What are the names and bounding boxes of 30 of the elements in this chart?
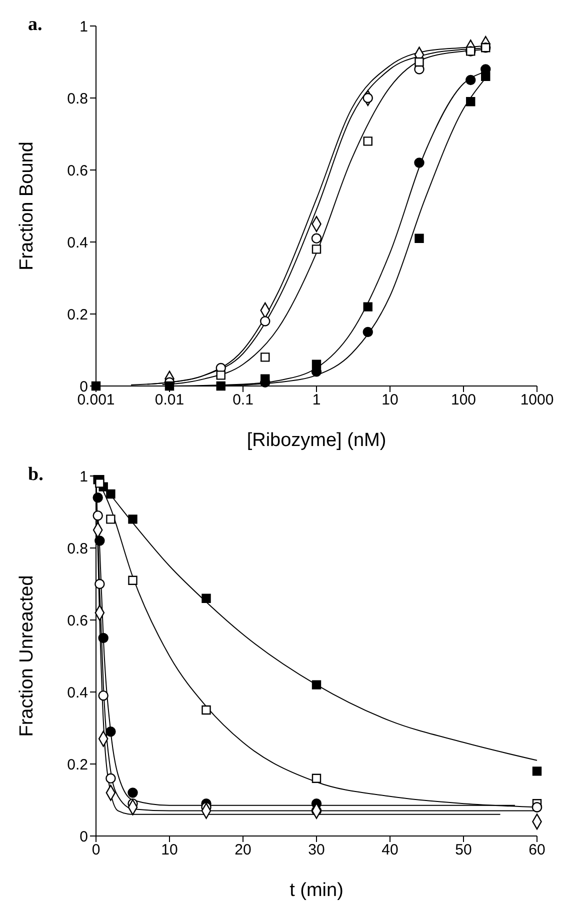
x-tick-label: 10 bbox=[161, 842, 178, 859]
y-tick-label: 1 bbox=[80, 468, 88, 486]
chart-title: a. bbox=[28, 14, 42, 36]
y-tick-label: 0.4 bbox=[67, 684, 88, 702]
x-tick-label: 0.01 bbox=[154, 392, 184, 409]
x-tick-label: 50 bbox=[455, 842, 472, 859]
y-tick-label: 0.6 bbox=[67, 162, 88, 180]
x-tick-label: 10 bbox=[382, 392, 398, 409]
chart-title: b. bbox=[28, 464, 44, 486]
x-tick-label: 20 bbox=[234, 842, 252, 859]
x-axis-title: [Ribozyme] (nM) bbox=[246, 430, 386, 451]
x-tick-label: 0.1 bbox=[232, 392, 254, 409]
x-tick-label: 40 bbox=[382, 842, 398, 859]
y-tick-label: 0 bbox=[80, 828, 88, 846]
y-tick-label: 0.8 bbox=[67, 90, 88, 108]
y-axis-title: Fraction Bound bbox=[16, 142, 38, 270]
x-axis-title: t (min) bbox=[290, 880, 344, 901]
x-tick-label: 100 bbox=[450, 392, 476, 409]
y-tick-label: 0.2 bbox=[67, 306, 88, 324]
x-tick-label: 1000 bbox=[520, 392, 554, 409]
y-tick-label: 0.8 bbox=[67, 540, 88, 558]
x-tick-label: 60 bbox=[528, 842, 546, 859]
y-tick-label: 0.2 bbox=[67, 756, 88, 774]
x-tick-label: 0 bbox=[92, 842, 100, 859]
y-tick-label: 0.4 bbox=[67, 234, 88, 252]
x-tick-label: 30 bbox=[308, 842, 325, 859]
y-tick-label: 1 bbox=[80, 18, 88, 36]
y-axis-title: Fraction Unreacted bbox=[16, 575, 38, 737]
x-tick-label: 1 bbox=[312, 392, 321, 409]
y-tick-label: 0.6 bbox=[67, 612, 88, 630]
